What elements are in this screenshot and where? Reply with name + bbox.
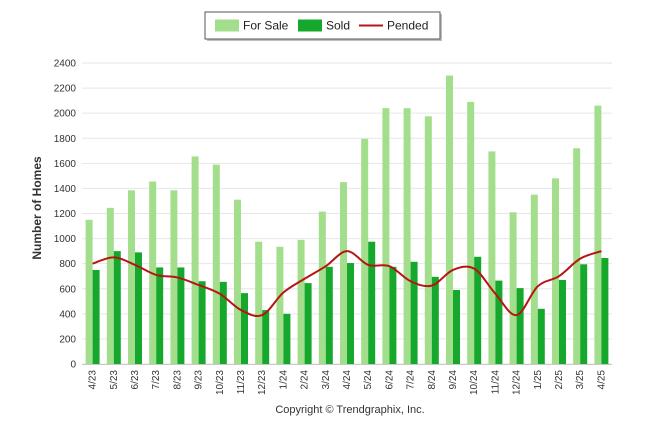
bar-sold [135, 252, 142, 364]
legend-swatch-sold [298, 20, 322, 32]
y-tick-label: 2200 [54, 84, 77, 95]
bar-for-sale [382, 108, 389, 364]
copyright-text: Copyright © Trendgraphix, Inc. [275, 404, 424, 416]
bar-for-sale [128, 190, 135, 364]
y-tick-label: 1400 [54, 184, 77, 195]
legend-label: Sold [326, 19, 350, 33]
x-tick-label: 11/24 [490, 370, 501, 395]
bars [86, 76, 609, 364]
x-tick-label: 4/24 [342, 370, 353, 390]
bar-sold [368, 242, 375, 364]
bar-sold [601, 258, 608, 364]
x-tick-label: 12/23 [257, 370, 268, 395]
y-tick-label: 1200 [54, 209, 77, 220]
x-tick-label: 7/23 [151, 370, 162, 390]
y-tick-label: 400 [59, 309, 76, 320]
x-tick-label: 8/23 [172, 370, 183, 390]
bar-for-sale [488, 151, 495, 364]
bar-for-sale [298, 240, 305, 364]
bar-sold [241, 293, 248, 364]
y-tick-label: 1600 [54, 159, 77, 170]
legend: For Sale Sold Pended [205, 12, 442, 41]
bar-for-sale [594, 106, 601, 364]
bar-sold [262, 310, 269, 364]
bar-for-sale [234, 200, 241, 364]
x-tick-label: 8/24 [427, 370, 438, 390]
bar-for-sale [531, 195, 538, 364]
x-tick-label: 7/24 [406, 370, 417, 390]
bar-sold [156, 267, 163, 364]
bar-for-sale [276, 247, 283, 364]
bar-for-sale [552, 178, 559, 364]
bar-sold [432, 277, 439, 364]
x-tick-label: 2/25 [554, 370, 565, 390]
x-tick-label: 5/23 [109, 370, 120, 390]
bar-for-sale [255, 242, 262, 364]
x-tick-label: 6/24 [384, 370, 395, 390]
bar-for-sale [192, 156, 199, 364]
bar-sold [538, 309, 545, 364]
x-tick-label: 4/25 [596, 370, 607, 390]
x-tick-label: 1/25 [533, 370, 544, 390]
y-tick-label: 1000 [54, 234, 77, 245]
bar-sold [177, 267, 184, 364]
bar-sold [453, 290, 460, 364]
x-tick-label: 1/24 [278, 370, 289, 390]
bar-for-sale [446, 76, 453, 364]
x-tick-label: 3/24 [321, 370, 332, 390]
bar-for-sale [361, 139, 368, 364]
bar-for-sale [86, 220, 93, 364]
legend-label: For Sale [243, 19, 289, 33]
bar-for-sale [425, 116, 432, 364]
x-tick-label: 9/24 [448, 370, 459, 390]
bar-sold [517, 288, 524, 364]
bar-for-sale [340, 182, 347, 364]
x-tick-label: 11/23 [236, 370, 247, 395]
bar-sold [305, 283, 312, 364]
bar-sold [495, 281, 502, 364]
y-tick-label: 800 [59, 259, 76, 270]
y-tick-label: 2000 [54, 109, 77, 120]
y-tick-label: 0 [70, 360, 76, 371]
bar-for-sale [107, 208, 114, 364]
legend-swatch-for-sale [215, 20, 239, 32]
bar-sold [283, 314, 290, 364]
x-tick-label: 9/23 [194, 370, 205, 390]
bar-for-sale [213, 165, 220, 364]
bar-for-sale [510, 212, 517, 364]
bar-for-sale [467, 102, 474, 364]
bar-for-sale [404, 108, 411, 364]
y-tick-label: 200 [59, 334, 76, 345]
x-tick-label: 6/23 [130, 370, 141, 390]
x-tick-label: 4/23 [88, 370, 99, 390]
bar-sold [93, 270, 100, 364]
bar-sold [580, 264, 587, 364]
bar-for-sale [319, 212, 326, 364]
x-tick-label: 10/23 [215, 370, 226, 395]
bar-sold [199, 281, 206, 364]
bar-sold [114, 251, 121, 364]
x-tick-label: 3/25 [575, 370, 586, 390]
y-tick-label: 2400 [54, 59, 77, 70]
y-tick-label: 600 [59, 284, 76, 295]
bar-for-sale [573, 148, 580, 364]
bar-sold [389, 267, 396, 364]
y-tick-label: 1800 [54, 134, 77, 145]
legend-label: Pended [387, 19, 428, 33]
bar-sold [559, 280, 566, 364]
x-tick-label: 12/24 [512, 370, 523, 395]
y-axis-title: Number of Homes [30, 156, 44, 260]
bar-sold [326, 267, 333, 364]
x-tick-label: 5/24 [363, 370, 374, 390]
x-tick-label: 2/24 [300, 370, 311, 390]
x-tick-label: 10/24 [469, 370, 480, 395]
bar-sold [411, 262, 418, 364]
bar-sold [347, 263, 354, 364]
